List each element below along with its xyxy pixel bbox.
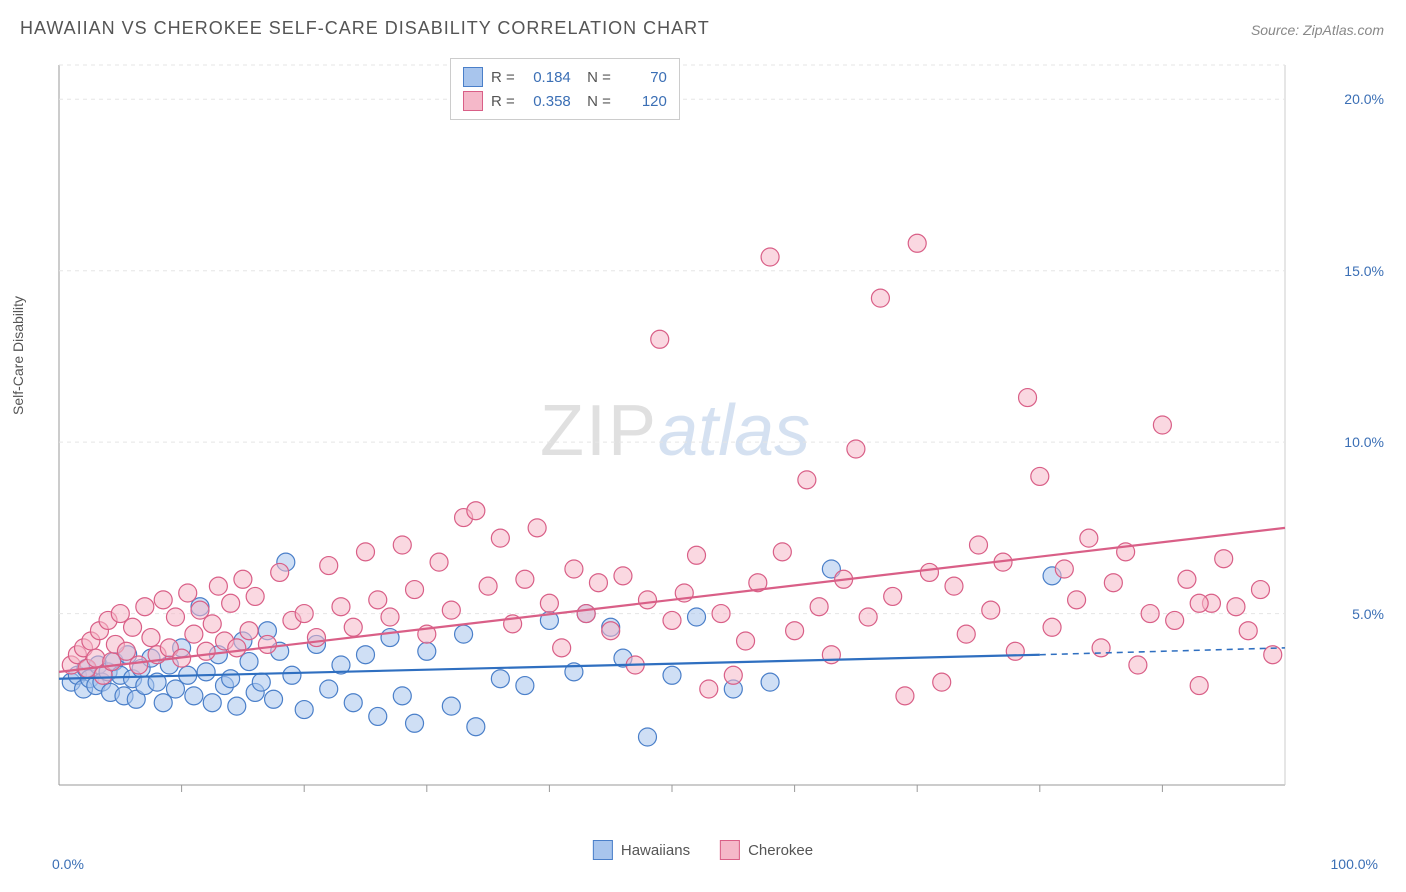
n-value-cherokee: 120 [619, 93, 667, 110]
y-tick-label: 15.0% [1344, 263, 1384, 279]
chart-title: HAWAIIAN VS CHEROKEE SELF-CARE DISABILIT… [20, 18, 710, 39]
y-tick-label: 10.0% [1344, 434, 1384, 450]
r-value-cherokee: 0.358 [523, 93, 571, 110]
swatch-cherokee [463, 91, 483, 111]
r-label: R = [491, 69, 515, 86]
legend-item-hawaiians: Hawaiians [593, 840, 690, 860]
y-tick-label: 20.0% [1344, 91, 1384, 107]
n-label: N = [579, 69, 611, 86]
legend-label-hawaiians: Hawaiians [621, 842, 690, 859]
y-axis-label: Self-Care Disability [10, 296, 26, 415]
legend-item-cherokee: Cherokee [720, 840, 813, 860]
n-value-hawaiians: 70 [619, 69, 667, 86]
stats-row-cherokee: R = 0.358 N = 120 [463, 89, 667, 113]
n-label: N = [579, 93, 611, 110]
stats-row-hawaiians: R = 0.184 N = 70 [463, 65, 667, 89]
swatch-cherokee [720, 840, 740, 860]
swatch-hawaiians [593, 840, 613, 860]
x-axis-max-label: 100.0% [1331, 856, 1378, 872]
stats-legend-box: R = 0.184 N = 70 R = 0.358 N = 120 [450, 58, 680, 120]
legend-label-cherokee: Cherokee [748, 842, 813, 859]
x-axis-min-label: 0.0% [52, 856, 84, 872]
swatch-hawaiians [463, 67, 483, 87]
y-tick-label: 5.0% [1352, 606, 1384, 622]
source-credit: Source: ZipAtlas.com [1251, 22, 1384, 38]
r-label: R = [491, 93, 515, 110]
r-value-hawaiians: 0.184 [523, 69, 571, 86]
scatter-plot [55, 55, 1335, 815]
bottom-legend: Hawaiians Cherokee [593, 840, 813, 860]
